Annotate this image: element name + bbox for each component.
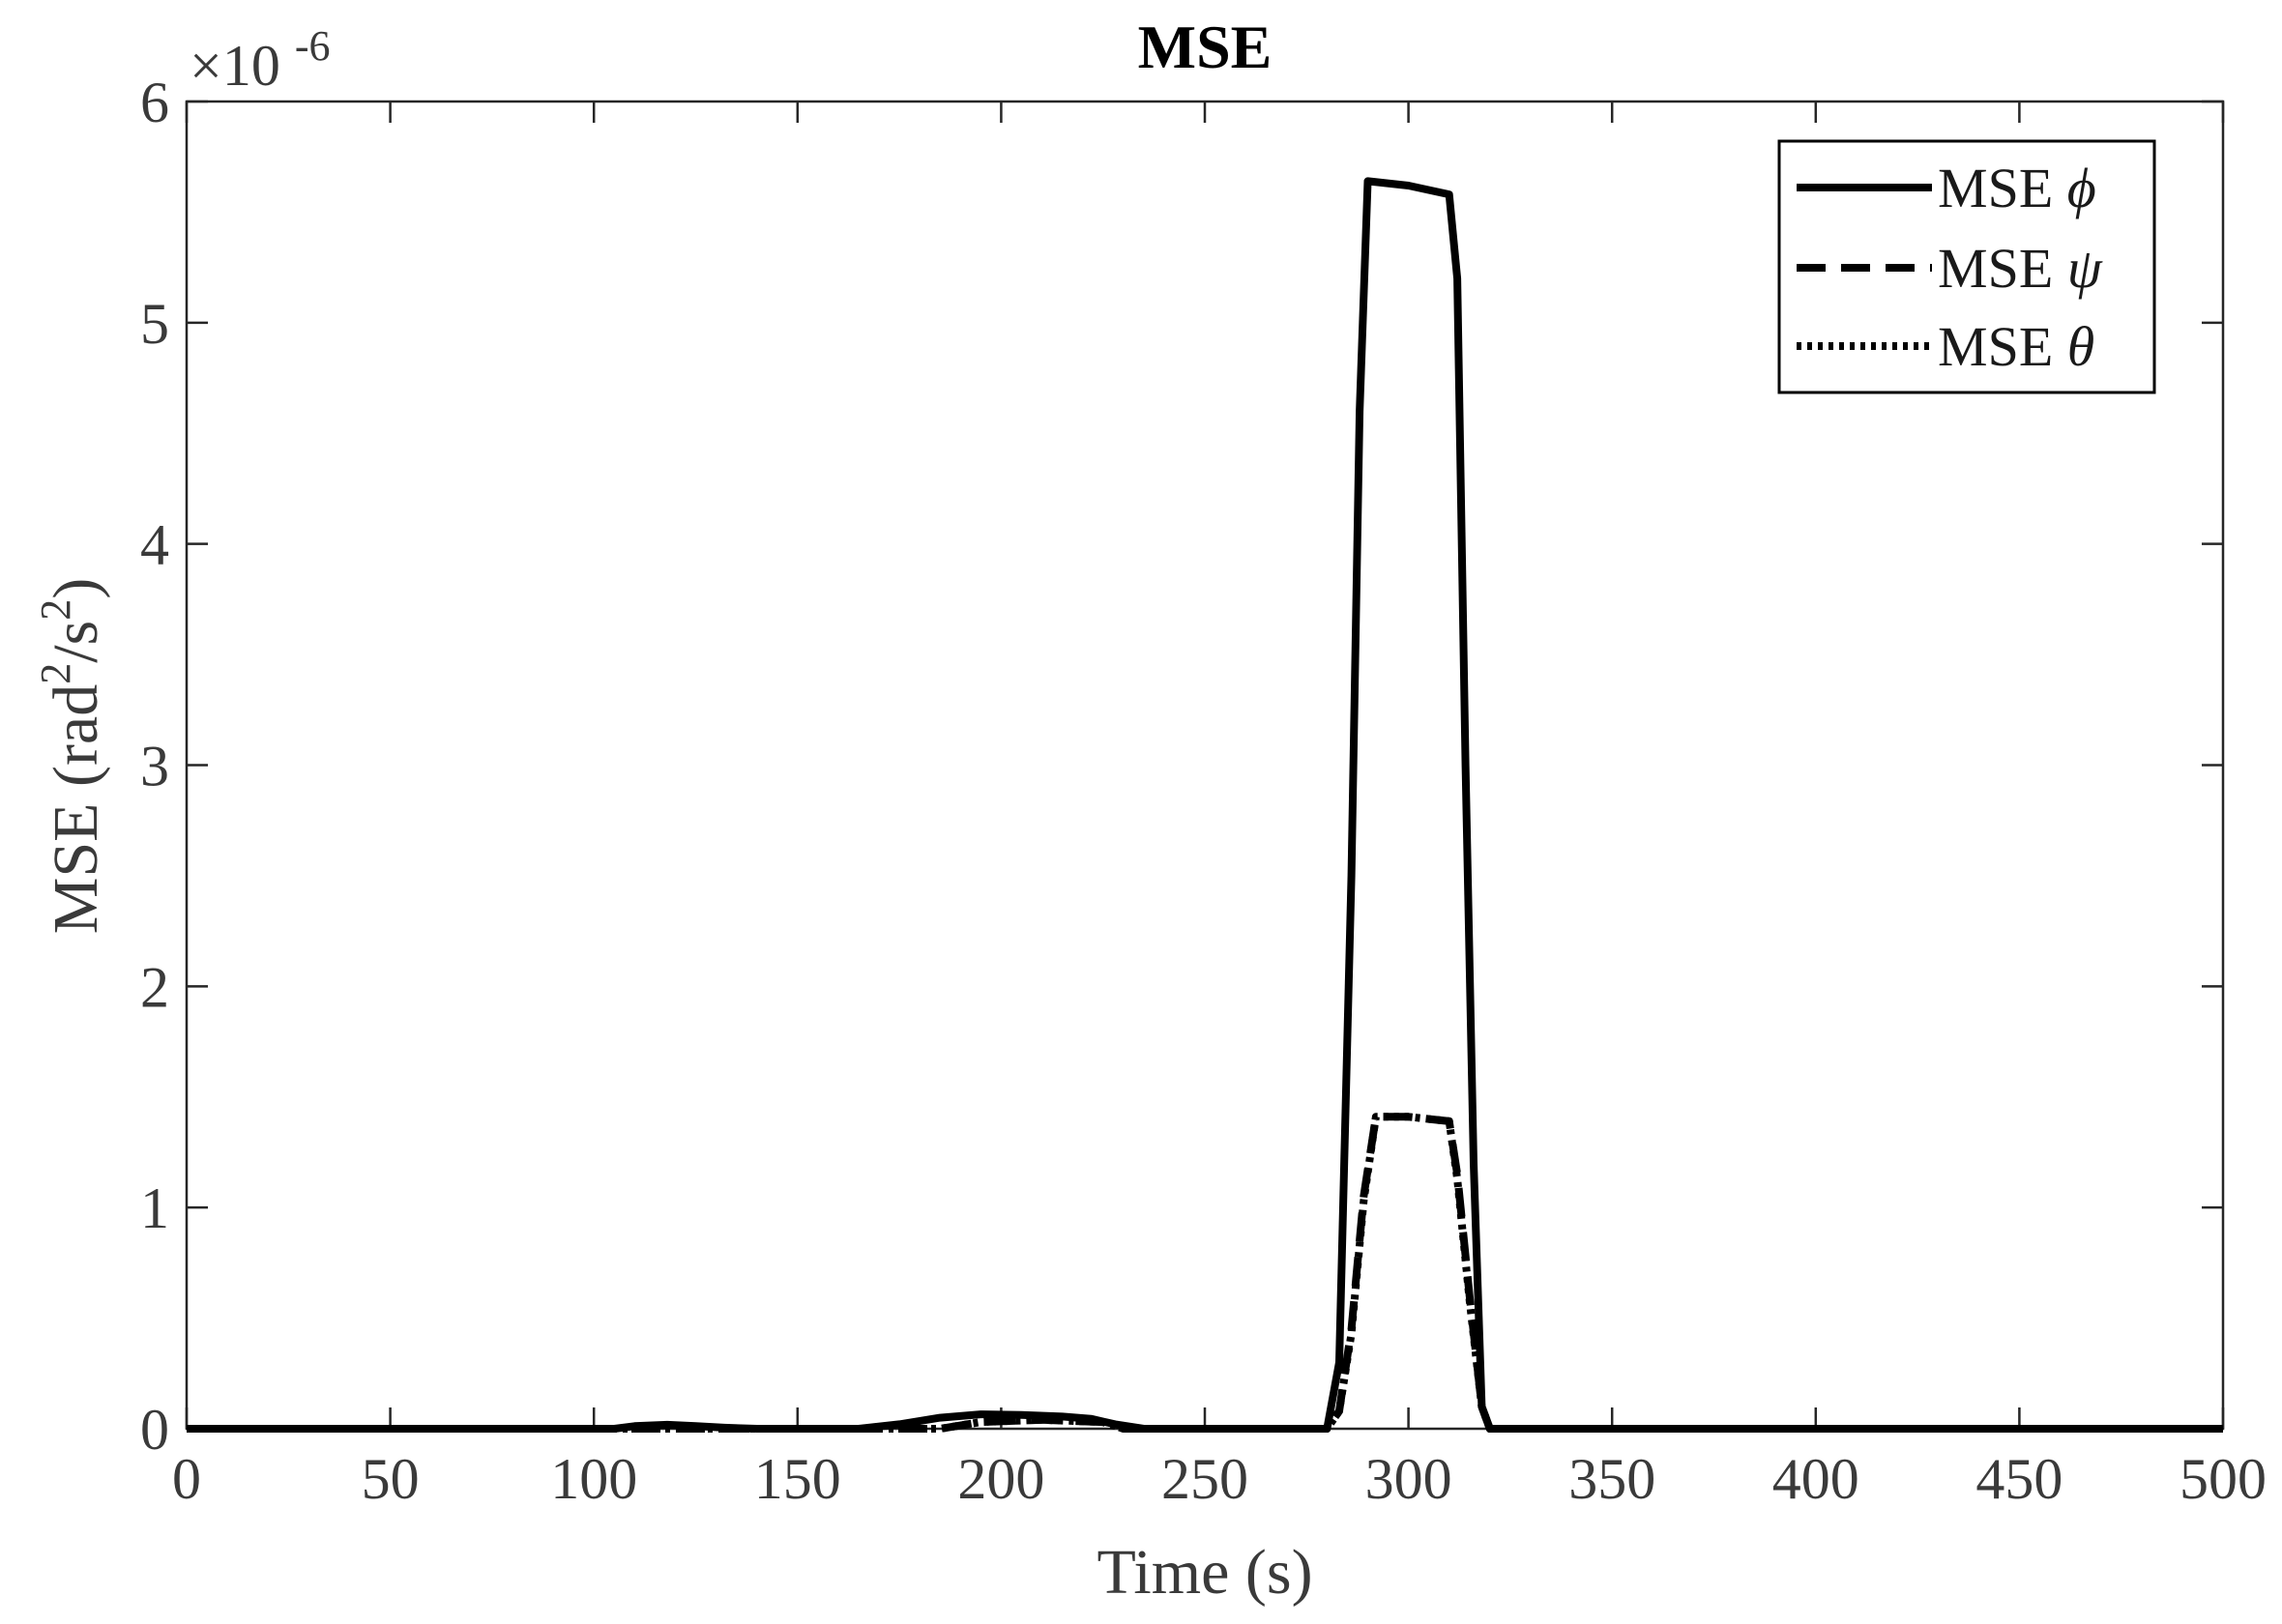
- x-tick-label: 350: [1568, 1447, 1655, 1511]
- series-lines: [187, 177, 2223, 1433]
- x-axis-label: Time (s): [1097, 1537, 1312, 1608]
- x-tick-label: 500: [2180, 1447, 2267, 1511]
- x-tick-labels: 0 50 100 150 200 250 300 350 400 450 500: [172, 1447, 2267, 1511]
- x-tick-label: 450: [1975, 1447, 2063, 1511]
- y-label-sup1: 2: [32, 663, 79, 684]
- x-tick-label: 200: [957, 1447, 1044, 1511]
- y-label-middle: /s: [41, 621, 111, 663]
- legend-label-phi: MSE ϕ: [1938, 157, 2096, 219]
- y-label-suffix: ): [41, 578, 111, 599]
- y-exponent-label: ×10 -6: [190, 22, 331, 98]
- series-line-psi: [187, 1113, 2223, 1433]
- x-tick-label: 400: [1772, 1447, 1859, 1511]
- x-tick-label: 150: [754, 1447, 841, 1511]
- legend-label-theta: MSE θ: [1938, 315, 2094, 378]
- y-tick-label: 6: [140, 71, 169, 134]
- x-tick-label: 100: [550, 1447, 637, 1511]
- x-tick-label: 250: [1161, 1447, 1248, 1511]
- legend-entry-psi: MSE ψ: [1797, 237, 2103, 300]
- y-tick-labels: 0 1 2 3 4 5 6: [140, 71, 169, 1462]
- y-axis-label: MSE (rad2/s2): [32, 578, 111, 934]
- x-tick-label: 50: [362, 1447, 420, 1511]
- chart-title: MSE: [1138, 13, 1273, 81]
- y-tick-label: 4: [140, 513, 169, 577]
- y-exponent-power: -6: [295, 22, 331, 70]
- legend-entry-phi: MSE ϕ: [1797, 157, 2096, 219]
- y-tick-label: 1: [140, 1176, 169, 1240]
- x-tick-label: 300: [1365, 1447, 1452, 1511]
- x-tick-label: 0: [172, 1447, 201, 1511]
- y-label-sup2: 2: [32, 599, 79, 621]
- y-tick-label: 5: [140, 292, 169, 356]
- legend-label-psi: MSE ψ: [1938, 237, 2103, 300]
- y-label-prefix: MSE (rad: [41, 684, 111, 934]
- y-tick-label: 2: [140, 955, 169, 1019]
- series-line-theta: [187, 1113, 2223, 1433]
- legend-entry-theta: MSE θ: [1797, 315, 2094, 378]
- legend: MSE ϕ MSE ψ MSE θ: [1777, 139, 2156, 394]
- y-tick-label: 3: [140, 735, 169, 798]
- y-tick-label: 0: [140, 1398, 169, 1462]
- y-exponent-base: ×10: [190, 34, 280, 98]
